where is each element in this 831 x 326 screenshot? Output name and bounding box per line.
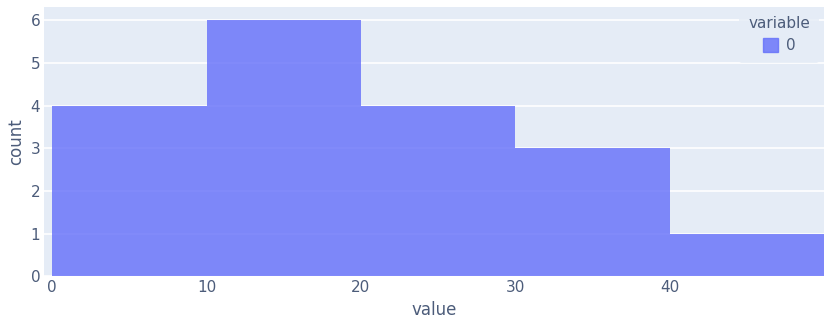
Bar <box>361 106 515 276</box>
Y-axis label: count: count <box>7 118 25 165</box>
Bar <box>670 234 824 276</box>
Bar <box>207 20 361 276</box>
X-axis label: value: value <box>411 301 457 319</box>
Bar <box>52 106 207 276</box>
Bar <box>515 148 670 276</box>
Legend: 0: 0 <box>740 7 819 63</box>
